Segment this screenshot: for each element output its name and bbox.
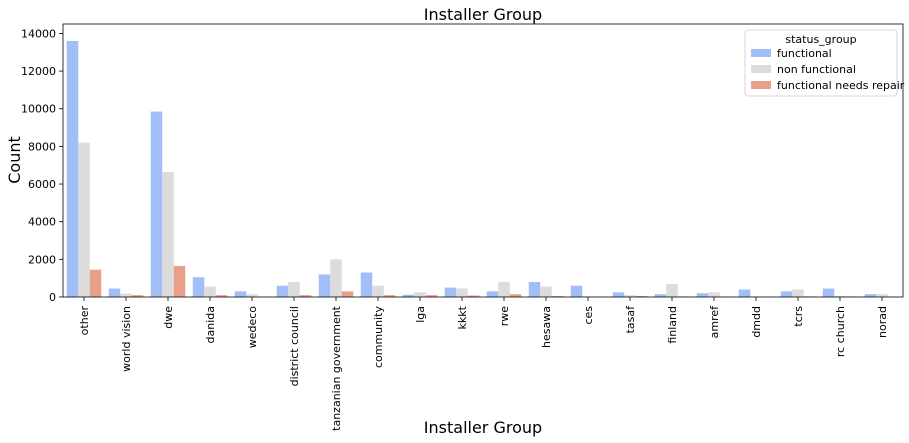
x-tick-label: dwe	[162, 306, 175, 329]
x-tick-label: tcrs	[792, 306, 805, 327]
y-tick-label: 12000	[21, 65, 56, 78]
bar-functional-amref	[696, 293, 709, 297]
bar-functional-world-vision	[108, 288, 121, 297]
bar-non-functional-lga	[414, 292, 426, 297]
bar-functional-needs-repair-district-council	[299, 295, 312, 297]
bar-non-functional-norad	[876, 294, 888, 297]
bar-non-functional-hesawa	[540, 286, 552, 297]
bar-functional-needs-repair-rwe	[509, 294, 522, 297]
x-axis-ticks: other world vision dwe danida wedeco district…	[78, 297, 889, 431]
chart-title: Installer Group	[424, 5, 542, 24]
y-tick-label: 0	[49, 291, 56, 304]
x-tick-label: danida	[204, 306, 217, 343]
bar-non-functional-rwe	[498, 281, 510, 297]
bar-functional-norad	[864, 294, 877, 297]
bar-functional-kkkt	[444, 287, 457, 297]
x-tick-label: hesawa	[540, 306, 553, 348]
bar-functional-tanzanian-government	[318, 274, 331, 297]
plot-frame	[62, 23, 904, 298]
bar-functional-needs-repair-community	[383, 295, 396, 297]
bar-functional-needs-repair-hesawa	[551, 296, 564, 297]
y-axis-ticks: 0 2000 4000 6000 8000 10000 12000 14000	[21, 27, 63, 304]
bar-non-functional-other	[78, 142, 90, 297]
x-tick-label: norad	[876, 306, 889, 338]
bar-non-functional-dwe	[162, 171, 174, 297]
bar-functional-rwe	[486, 291, 499, 297]
bar-functional-needs-repair-lga	[425, 295, 438, 297]
legend-title: status_group	[785, 33, 856, 46]
bar-functional-wedeco	[234, 291, 247, 297]
bar-functional-hesawa	[528, 281, 541, 297]
y-tick-label: 4000	[28, 216, 56, 229]
bar-functional-needs-repair-danida	[215, 295, 228, 297]
x-tick-label: lga	[414, 306, 427, 323]
bar-functional-tcrs	[780, 291, 793, 297]
bar-non-functional-tcrs	[792, 289, 804, 297]
y-tick-label: 8000	[28, 140, 56, 153]
bar-non-functional-tasaf	[624, 295, 636, 297]
legend-swatch	[751, 65, 771, 73]
x-tick-label: rc church	[834, 306, 847, 357]
x-tick-label: finland	[666, 306, 679, 344]
bar-non-functional-finland	[666, 283, 678, 297]
x-tick-label: district council	[288, 306, 301, 386]
y-tick-label: 10000	[21, 103, 56, 116]
bar-functional-district-council	[276, 285, 289, 297]
y-tick-label: 14000	[21, 27, 56, 40]
bar-functional-danida	[192, 277, 205, 297]
bar-functional-needs-repair-other	[89, 269, 102, 297]
bar-non-functional-rc-church	[834, 296, 846, 297]
bar-functional-tasaf	[612, 292, 625, 297]
x-tick-label: world vision	[120, 306, 133, 372]
bar-functional-dmdd	[738, 289, 751, 297]
x-axis-label: Installer Group	[424, 418, 542, 437]
legend-entry-label: functional needs repair	[777, 79, 905, 92]
bar-non-functional-amref	[708, 292, 720, 297]
x-tick-label: other	[78, 306, 91, 336]
legend: status_group functional non functional fun…	[744, 29, 905, 97]
bar-non-functional-danida	[204, 286, 216, 297]
bar-functional-ces	[570, 285, 583, 297]
legend-entry-label: functional	[777, 47, 832, 60]
legend-entry-label: non functional	[777, 63, 856, 76]
bar-functional-lga	[402, 294, 415, 297]
x-tick-label: tanzanian government	[330, 305, 343, 431]
bar-non-functional-kkkt	[456, 288, 468, 297]
bar-non-functional-district-council	[288, 281, 300, 297]
x-tick-label: wedeco	[246, 306, 259, 349]
legend-swatch	[751, 49, 771, 57]
bar-functional-needs-repair-kkkt	[467, 295, 480, 297]
x-tick-label: kkkt	[456, 305, 469, 329]
x-tick-label: community	[372, 306, 385, 369]
bar-functional-needs-repair-world-vision	[131, 295, 144, 297]
x-tick-label: tasaf	[624, 305, 637, 334]
bar-functional-finland	[654, 294, 667, 297]
bar-non-functional-tanzanian-government	[330, 259, 342, 297]
x-tick-label: rwe	[498, 306, 511, 327]
x-tick-label: ces	[582, 306, 595, 325]
y-axis-label: Count	[5, 136, 24, 184]
bar-functional-rc-church	[822, 288, 835, 297]
bar-non-functional-world-vision	[120, 293, 132, 297]
x-tick-label: amref	[708, 305, 721, 339]
y-tick-label: 6000	[28, 178, 56, 191]
bar-functional-needs-repair-dwe	[173, 265, 186, 297]
bar-non-functional-community	[372, 285, 384, 297]
bar-functional-other	[66, 40, 79, 298]
bar-functional-community	[360, 272, 373, 297]
bar-non-functional-wedeco	[246, 294, 258, 297]
bar-functional-needs-repair-tanzanian-government	[341, 291, 354, 297]
legend-swatch	[751, 81, 771, 89]
bar-functional-dwe	[150, 111, 163, 297]
legend-box	[744, 29, 898, 97]
y-tick-label: 2000	[28, 253, 56, 266]
bars-group	[66, 40, 900, 298]
bar-functional-needs-repair-tasaf	[635, 296, 648, 297]
x-tick-label: dmdd	[750, 306, 763, 338]
